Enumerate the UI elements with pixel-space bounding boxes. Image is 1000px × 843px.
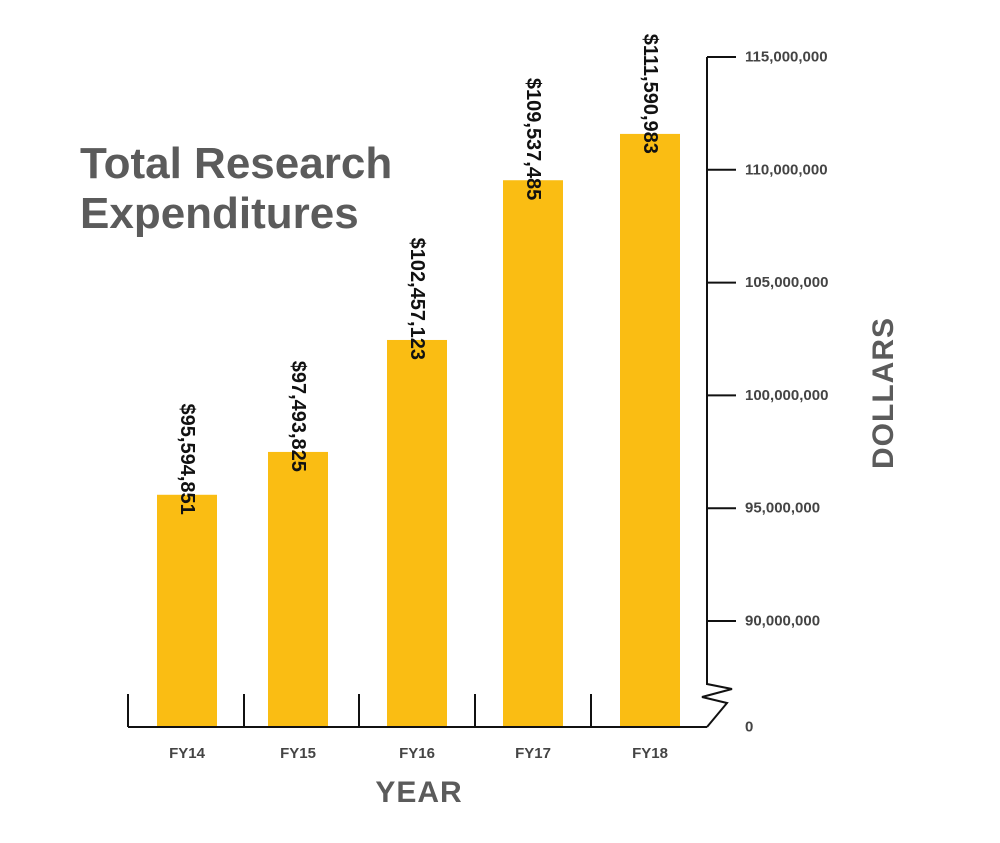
x-tick-label-fy15: FY15 [280, 745, 316, 762]
data-label-fy18: $111,590,983 [639, 34, 661, 154]
data-label-fy17: $109,537,485 [522, 78, 544, 200]
y-axis: 115,000,000 110,000,000 105,000,000 100,000… [701, 49, 828, 736]
y-tick-label: 95,000,000 [745, 500, 820, 517]
data-label-fy15: $97,493,825 [287, 361, 309, 472]
x-axis-title: YEAR [375, 776, 462, 809]
x-axis: FY14 FY15 FY16 FY17 FY18 [127, 694, 707, 762]
bar-fy17 [503, 180, 563, 727]
y-tick-label: 90,000,000 [745, 613, 820, 630]
chart-title-line-2: Expenditures [80, 189, 359, 238]
y-tick-label: 110,000,000 [745, 161, 828, 178]
x-tick-label-fy17: FY17 [515, 745, 551, 762]
y-tick-label: 105,000,000 [745, 274, 828, 291]
x-tick-label-fy14: FY14 [169, 745, 206, 762]
chart-title-line-1: Total Research [80, 139, 392, 188]
bar-fy18 [620, 133, 680, 728]
y-tick-label: 115,000,000 [745, 49, 828, 66]
bar-fy16 [387, 339, 447, 727]
y-tick-label: 100,000,000 [745, 387, 828, 404]
data-label-fy14: $95,594,851 [176, 404, 198, 515]
y-axis-title: DOLLARS [867, 317, 900, 469]
x-tick-label-fy16: FY16 [399, 745, 435, 762]
data-labels-group: $95,594,851 $97,493,825 $102,457,123 $109,5… [176, 34, 661, 515]
y-axis-break [701, 681, 733, 728]
bar-fy15 [268, 451, 328, 727]
x-tick-label-fy18: FY18 [632, 745, 668, 762]
bar-fy14 [157, 494, 217, 727]
y-tick-label: 0 [745, 719, 753, 736]
bars-group [157, 133, 680, 728]
data-label-fy16: $102,457,123 [406, 238, 428, 360]
